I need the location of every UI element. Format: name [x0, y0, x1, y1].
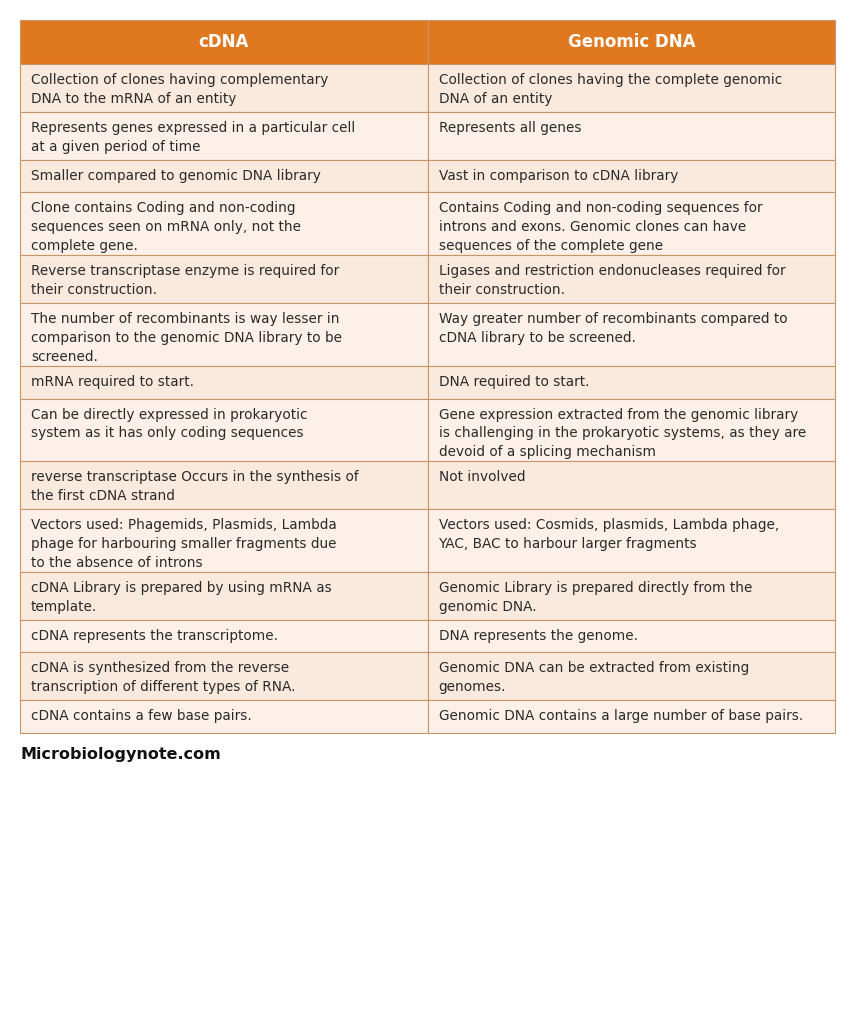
- Bar: [428, 160, 835, 193]
- Text: Collection of clones having complementary
DNA to the mRNA of an entity: Collection of clones having complementar…: [31, 73, 328, 105]
- Bar: [428, 509, 835, 571]
- Bar: [20, 620, 428, 652]
- Bar: [428, 398, 835, 461]
- Bar: [20, 193, 428, 255]
- Bar: [20, 366, 428, 398]
- Text: Vast in comparison to cDNA library: Vast in comparison to cDNA library: [439, 169, 678, 182]
- Text: DNA represents the genome.: DNA represents the genome.: [439, 629, 638, 642]
- Text: cDNA is synthesized from the reverse
transcription of different types of RNA.: cDNA is synthesized from the reverse tra…: [31, 662, 296, 694]
- Bar: [428, 112, 835, 160]
- Text: Genomic DNA contains a large number of base pairs.: Genomic DNA contains a large number of b…: [439, 710, 803, 723]
- Bar: [428, 366, 835, 398]
- Text: Represents genes expressed in a particular cell
at a given period of time: Represents genes expressed in a particul…: [31, 121, 355, 154]
- Bar: [428, 20, 835, 63]
- Text: Collection of clones having the complete genomic
DNA of an entity: Collection of clones having the complete…: [439, 73, 781, 105]
- Bar: [20, 63, 428, 112]
- Text: cDNA Library is prepared by using mRNA as
template.: cDNA Library is prepared by using mRNA a…: [31, 581, 332, 613]
- Bar: [428, 303, 835, 366]
- Text: Way greater number of recombinants compared to
cDNA library to be screened.: Way greater number of recombinants compa…: [439, 312, 787, 345]
- Text: Not involved: Not involved: [439, 470, 525, 484]
- Text: Reverse transcriptase enzyme is required for
their construction.: Reverse transcriptase enzyme is required…: [31, 264, 339, 297]
- Text: Vectors used: Cosmids, plasmids, Lambda phage,
YAC, BAC to harbour larger fragme: Vectors used: Cosmids, plasmids, Lambda …: [439, 518, 779, 551]
- Text: Vectors used: Phagemids, Plasmids, Lambda
phage for harbouring smaller fragments: Vectors used: Phagemids, Plasmids, Lambd…: [31, 518, 337, 570]
- Bar: [20, 509, 428, 571]
- Text: Smaller compared to genomic DNA library: Smaller compared to genomic DNA library: [31, 169, 321, 182]
- Text: Represents all genes: Represents all genes: [439, 121, 581, 135]
- Text: cDNA: cDNA: [198, 33, 249, 51]
- Text: Clone contains Coding and non-coding
sequences seen on mRNA only, not the
comple: Clone contains Coding and non-coding seq…: [31, 202, 301, 253]
- Text: Can be directly expressed in prokaryotic
system as it has only coding sequences: Can be directly expressed in prokaryotic…: [31, 408, 308, 440]
- Text: Genomic DNA: Genomic DNA: [568, 33, 695, 51]
- Text: DNA required to start.: DNA required to start.: [439, 375, 589, 389]
- Text: Contains Coding and non-coding sequences for
introns and exons. Genomic clones c: Contains Coding and non-coding sequences…: [439, 202, 762, 253]
- Bar: [20, 398, 428, 461]
- Bar: [428, 255, 835, 303]
- Bar: [20, 20, 428, 63]
- Text: reverse transcriptase Occurs in the synthesis of
the first cDNA strand: reverse transcriptase Occurs in the synt…: [31, 470, 358, 503]
- Text: Gene expression extracted from the genomic library
is challenging in the prokary: Gene expression extracted from the genom…: [439, 408, 805, 460]
- Text: Ligases and restriction endonucleases required for
their construction.: Ligases and restriction endonucleases re…: [439, 264, 785, 297]
- Bar: [428, 620, 835, 652]
- Text: mRNA required to start.: mRNA required to start.: [31, 375, 194, 389]
- Bar: [20, 160, 428, 193]
- Text: The number of recombinants is way lesser in
comparison to the genomic DNA librar: The number of recombinants is way lesser…: [31, 312, 342, 364]
- Text: Microbiologynote.com: Microbiologynote.com: [20, 748, 221, 762]
- Bar: [20, 700, 428, 733]
- Bar: [428, 652, 835, 700]
- Bar: [20, 255, 428, 303]
- Text: Genomic DNA can be extracted from existing
genomes.: Genomic DNA can be extracted from existi…: [439, 662, 749, 694]
- Bar: [20, 652, 428, 700]
- Text: cDNA contains a few base pairs.: cDNA contains a few base pairs.: [31, 710, 251, 723]
- Bar: [428, 700, 835, 733]
- Bar: [428, 571, 835, 620]
- Bar: [20, 112, 428, 160]
- Bar: [428, 193, 835, 255]
- Bar: [428, 63, 835, 112]
- Bar: [20, 303, 428, 366]
- Bar: [20, 571, 428, 620]
- Text: Genomic Library is prepared directly from the
genomic DNA.: Genomic Library is prepared directly fro…: [439, 581, 752, 613]
- Bar: [20, 461, 428, 509]
- Bar: [428, 461, 835, 509]
- Text: cDNA represents the transcriptome.: cDNA represents the transcriptome.: [31, 629, 278, 642]
